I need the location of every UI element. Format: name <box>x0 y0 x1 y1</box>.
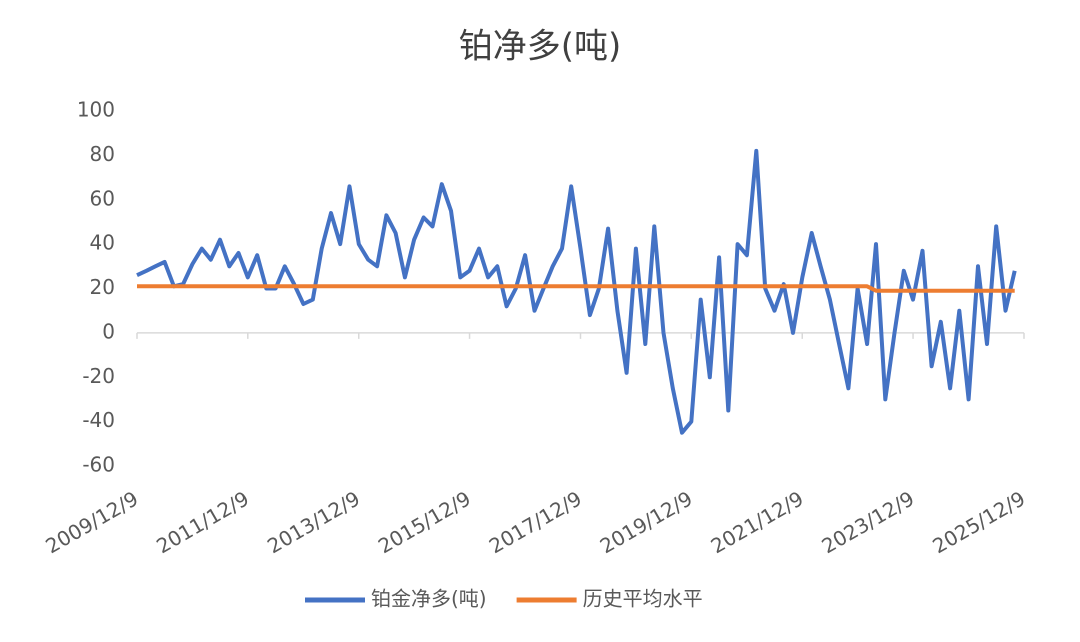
series-line <box>136 148 1017 435</box>
y-tick-label: 100 <box>77 98 115 122</box>
y-tick-label: 80 <box>90 142 115 166</box>
legend-label: 历史平均水平 <box>583 587 703 611</box>
x-tick-label: 2011/12/9 <box>152 486 253 558</box>
x-tick-label: 2009/12/9 <box>41 486 142 558</box>
y-tick-label: 20 <box>90 275 115 299</box>
x-tick-label: 2019/12/9 <box>596 486 697 558</box>
legend-label: 铂金净多(吨) <box>371 587 487 611</box>
chart-title: 铂净多(吨) <box>459 27 622 67</box>
y-tick-label: 60 <box>90 186 115 210</box>
y-tick-label: 40 <box>90 231 115 255</box>
x-tick-label: 2021/12/9 <box>707 486 808 558</box>
y-tick-label: 0 <box>102 319 115 343</box>
series-line <box>137 284 1015 293</box>
x-tick-label: 2015/12/9 <box>374 486 475 558</box>
y-tick-label: -60 <box>82 453 115 477</box>
x-tick-label: 2017/12/9 <box>485 486 586 558</box>
x-tick-label: 2025/12/9 <box>928 486 1029 558</box>
y-tick-label: -20 <box>82 364 115 388</box>
x-tick-label: 2023/12/9 <box>817 486 918 558</box>
y-tick-label: -40 <box>82 408 115 432</box>
x-tick-label: 2013/12/9 <box>263 486 364 558</box>
